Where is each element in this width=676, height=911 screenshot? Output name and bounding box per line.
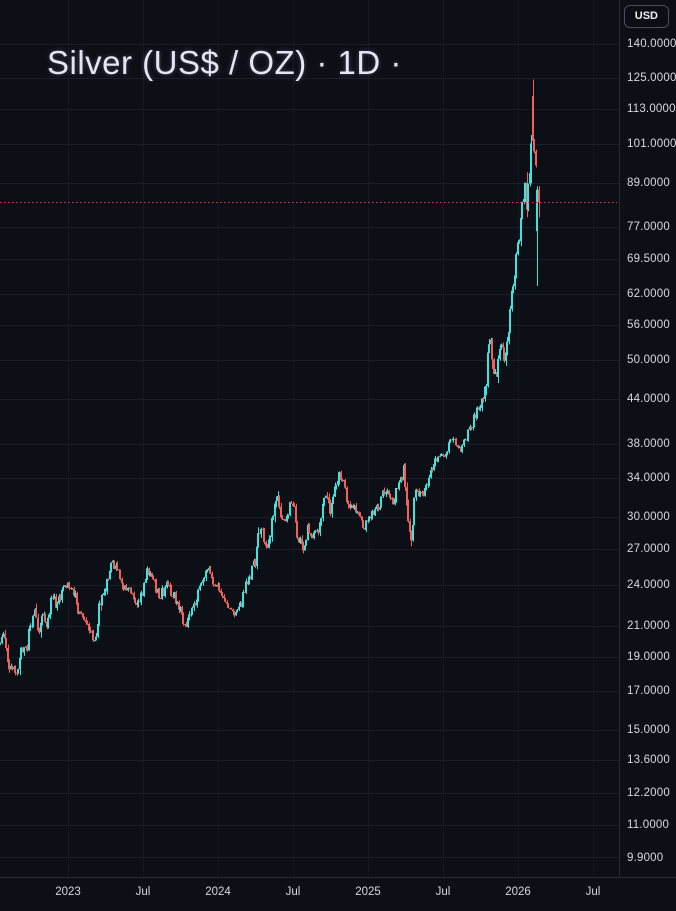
- time-tick-label: Jul: [435, 886, 451, 898]
- price-tick-label: 30.0000: [627, 510, 670, 523]
- price-tick-label: 56.0000: [627, 319, 670, 331]
- price-tick-label: 34.0000: [627, 472, 670, 485]
- price-tick-label: 113.0000: [627, 103, 676, 116]
- time-tick-label: 2024: [205, 886, 231, 898]
- price-tick-label: 13.6000: [627, 753, 670, 766]
- price-tick-label: 27.0000: [627, 543, 670, 556]
- price-axis[interactable]: 140.0000 125.0000 113.0000 101.0000 89.0000 7…: [620, 0, 676, 877]
- price-tick-label: 15.0000: [627, 723, 670, 736]
- time-tick-label: Jul: [585, 886, 601, 898]
- price-tick-label: 50.0000: [627, 353, 670, 366]
- price-tick-label: 77.0000: [627, 221, 670, 234]
- price-tick-label: 125.0000: [627, 72, 676, 85]
- time-tick-label: 2025: [355, 886, 381, 898]
- price-tick-label: 24.0000: [627, 579, 670, 592]
- price-tick-label: 101.0000: [627, 137, 676, 150]
- price-tick-label: 38.0000: [627, 438, 670, 451]
- price-tick-label: 17.0000: [627, 685, 670, 698]
- price-tick-label: 19.0000: [627, 651, 670, 664]
- price-tick-label: 11.0000: [627, 819, 670, 832]
- price-tick-label: 9.9000: [627, 851, 664, 864]
- price-tick-label: 44.0000: [627, 393, 670, 406]
- currency-button[interactable]: USD: [623, 5, 669, 28]
- time-tick-label: 2023: [55, 886, 81, 898]
- price-tick-label: 21.0000: [627, 620, 670, 633]
- time-tick-label: Jul: [285, 886, 301, 898]
- price-tick-label: 12.2000: [627, 787, 670, 800]
- price-tick-label: 140.0000: [627, 37, 676, 50]
- symbol-title[interactable]: Silver (US$ / OZ) · 1D ·: [47, 44, 402, 81]
- price-tick-label: 62.0000: [627, 287, 670, 300]
- time-axis[interactable]: 2023 Jul 2024 Jul 2025 Jul 2026 Jul: [0, 877, 676, 911]
- price-tick-label: 69.5000: [627, 252, 670, 265]
- time-tick-label: 2026: [505, 886, 531, 898]
- price-tick-label: 89.0000: [627, 176, 670, 189]
- time-tick-label: Jul: [135, 886, 151, 898]
